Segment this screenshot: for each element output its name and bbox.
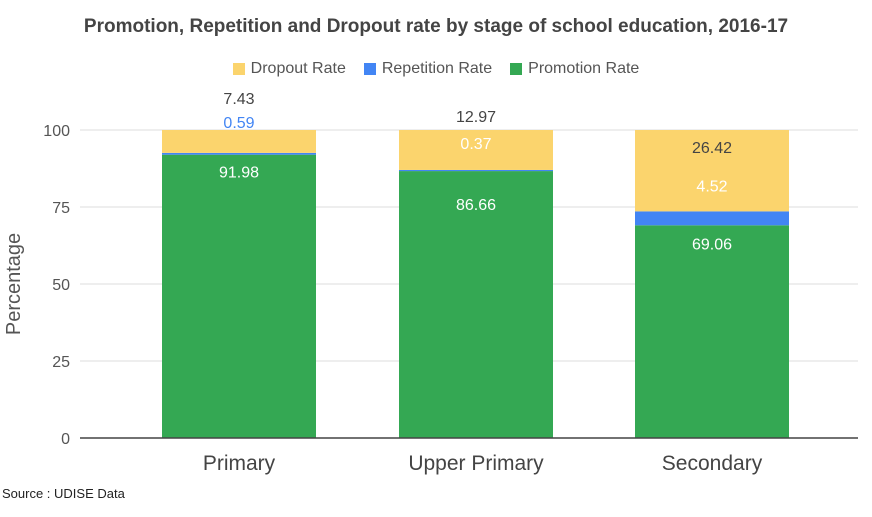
y-tick-label: 75 <box>52 200 70 217</box>
data-label: 7.43 <box>223 91 254 108</box>
bar-segment[interactable] <box>399 130 553 170</box>
legend-item-promotion[interactable]: Promotion Rate <box>510 60 639 78</box>
legend-swatch-repetition <box>363 63 376 75</box>
data-labels: 91.98 0.59 7.43 86.66 0.37 12.97 69.06 4.52 26.4… <box>219 91 732 253</box>
legend-label-promotion: Promotion Rate <box>528 60 640 77</box>
y-tick-label: 25 <box>52 354 70 371</box>
data-label: 91.98 <box>219 165 259 182</box>
legend-label-repetition: Repetition Rate <box>381 60 493 77</box>
bar-segment[interactable] <box>162 130 316 153</box>
data-label: 86.66 <box>456 197 496 214</box>
data-label: 0.59 <box>223 115 254 132</box>
y-tick-label: 0 <box>61 431 70 448</box>
bar-segment[interactable] <box>635 211 789 226</box>
data-label: 0.37 <box>460 136 491 153</box>
y-tick-label: 100 <box>43 123 70 140</box>
bar-segment[interactable] <box>399 169 553 172</box>
legend-swatch-promotion <box>510 63 523 75</box>
legend-item-repetition[interactable]: Repetition Rate <box>363 60 493 78</box>
data-label: 69.06 <box>692 236 732 253</box>
bar-segment[interactable] <box>399 171 553 438</box>
bar-segment[interactable] <box>635 130 789 212</box>
legend-label-dropout: Dropout Rate <box>250 60 346 77</box>
data-label: 26.42 <box>692 140 732 157</box>
legend-swatch-dropout <box>232 63 245 75</box>
bars <box>162 130 789 438</box>
legend-item-dropout[interactable]: Dropout Rate <box>232 60 346 78</box>
x-tick-label: Upper Primary <box>408 452 544 475</box>
axes: 0 25 50 75 100 Percentage Primary Upper Primary… <box>3 123 858 475</box>
y-axis-label: Percentage <box>3 233 25 335</box>
legend: Dropout Rate Repetition Rate Promotion R… <box>0 60 872 78</box>
x-tick-label: Secondary <box>662 452 763 475</box>
source-note: Source : UDISE Data <box>2 486 125 501</box>
data-label: 12.97 <box>456 109 496 126</box>
x-tick-label: Primary <box>203 452 276 475</box>
bar-segment[interactable] <box>162 154 316 438</box>
bar-segment[interactable] <box>635 225 789 438</box>
bar-segment[interactable] <box>162 152 316 155</box>
data-label: 4.52 <box>696 178 727 195</box>
chart-title: Promotion, Repetition and Dropout rate b… <box>83 16 789 37</box>
y-tick-label: 50 <box>52 277 70 294</box>
